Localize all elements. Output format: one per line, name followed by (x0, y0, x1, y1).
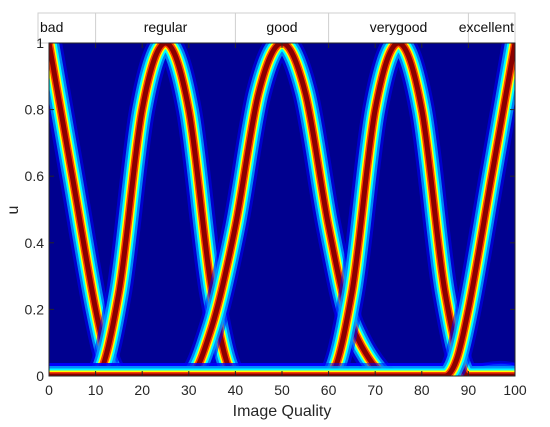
x-tick-label-70: 70 (367, 382, 383, 398)
category-label-verygood: verygood (370, 19, 428, 35)
y-tick-label-0.4: 0.4 (25, 235, 45, 251)
category-label-regular: regular (144, 19, 188, 35)
series-regular (49, 43, 515, 376)
y-tick-label-0.8: 0.8 (25, 102, 45, 118)
y-tick-label-0.2: 0.2 (25, 301, 45, 317)
x-tick-label-20: 20 (134, 382, 150, 398)
category-separators (95, 13, 469, 43)
x-axis-ticks: 0 10 20 30 40 50 60 70 80 90 100 (45, 43, 527, 398)
x-tick-label-10: 10 (88, 382, 104, 398)
category-label-good: good (266, 19, 297, 35)
category-labels: bad regular good verygood excellent (40, 19, 514, 35)
y-tick-label-0.6: 0.6 (25, 168, 45, 184)
x-tick-label-100: 100 (503, 382, 527, 398)
y-tick-label-1: 1 (36, 35, 44, 51)
series-regular-line-layer-5 (49, 43, 515, 376)
y-axis-ticks: 0 0.2 0.4 0.6 0.8 1 (25, 35, 515, 384)
x-axis-label: Image Quality (233, 403, 332, 420)
series-excellent (49, 43, 515, 376)
series-excellent-line-layer-5 (49, 43, 515, 376)
y-tick-label-0: 0 (36, 368, 44, 384)
x-tick-label-40: 40 (228, 382, 244, 398)
category-label-excellent: excellent (459, 19, 514, 35)
x-tick-label-30: 30 (181, 382, 197, 398)
x-tick-label-80: 80 (414, 382, 430, 398)
x-tick-label-50: 50 (274, 382, 290, 398)
category-label-bad: bad (40, 19, 63, 35)
x-tick-label-90: 90 (461, 382, 477, 398)
membership-curves (49, 43, 515, 376)
x-tick-label-60: 60 (321, 382, 337, 398)
y-axis-label: u (5, 206, 22, 215)
x-tick-label-0: 0 (45, 382, 53, 398)
category-strip (37, 12, 516, 44)
